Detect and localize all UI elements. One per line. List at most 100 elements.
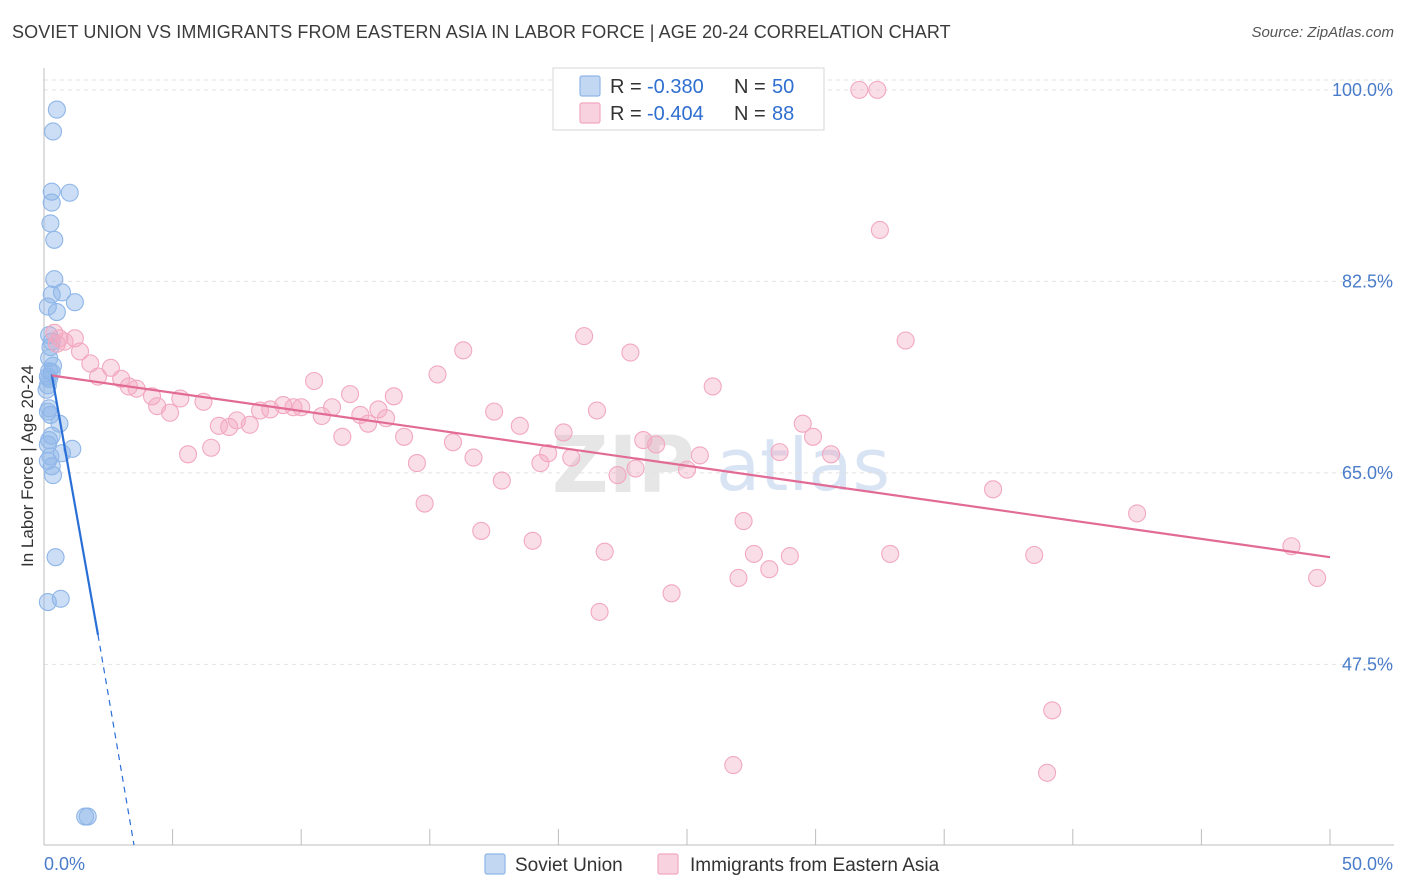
point-eastern-asia [760,560,779,579]
point-eastern-asia [202,438,221,457]
y-tick-label: 65.0% [1342,463,1393,483]
point-soviet-union [60,183,79,202]
point-eastern-asia [492,471,511,490]
point-eastern-asia [554,423,573,442]
tick-labels: 100.0% 82.5% 65.0% 47.5% 0.0% 50.0% [44,80,1393,874]
point-eastern-asia [305,371,324,391]
source-text: Source: ZipAtlas.com [1251,24,1394,41]
watermark-atlas: atlas [716,423,890,507]
stats-r-value-soviet: -0.380 [647,76,704,98]
y-tick-label: 47.5% [1342,654,1393,674]
point-soviet-union [78,807,97,826]
point-eastern-asia [292,398,311,417]
point-eastern-asia [868,80,887,99]
point-eastern-asia [220,417,239,437]
point-eastern-asia [1038,763,1057,782]
point-eastern-asia [595,542,614,561]
point-eastern-asia [178,445,198,464]
stats-box: R = -0.380 N = 50 R = -0.404 N = 88 [552,67,825,131]
x-tick-label: 50.0% [1342,854,1393,874]
stats-n-value-eastern-asia: 88 [772,103,794,125]
point-eastern-asia [703,377,722,396]
trend-lines [50,374,1331,846]
point-eastern-asia [690,446,709,465]
point-soviet-union [63,439,82,458]
point-soviet-union [47,100,66,119]
trend-line-soviet [50,374,100,636]
point-eastern-asia [744,544,763,563]
trend-line-eastern-asia [51,374,1331,559]
point-eastern-asia [454,341,473,360]
point-eastern-asia [881,544,900,563]
point-eastern-asia [729,568,748,588]
point-eastern-asia [160,403,180,422]
point-eastern-asia [523,531,542,550]
chart-title: SOVIET UNION VS IMMIGRANTS FROM EASTERN … [12,22,951,42]
point-eastern-asia [896,331,915,350]
point-eastern-asia [395,427,414,446]
point-eastern-asia [850,80,869,99]
point-eastern-asia [662,584,681,603]
point-eastern-asia [803,427,823,446]
point-eastern-asia [724,756,743,775]
watermark: ZIP atlas [552,421,890,511]
point-eastern-asia [677,460,697,479]
point-eastern-asia [407,454,426,473]
point-eastern-asia [333,427,352,446]
point-soviet-union [42,193,61,212]
point-eastern-asia [510,416,529,435]
point-eastern-asia [647,435,666,454]
point-eastern-asia [443,433,462,452]
point-eastern-asia [1128,504,1147,523]
point-eastern-asia [793,414,812,433]
x-tick-label: 0.0% [44,854,85,874]
point-eastern-asia [472,521,491,540]
point-eastern-asia [870,220,889,240]
point-eastern-asia [780,547,799,566]
point-soviet-union [46,548,65,567]
stats-n-value-soviet: 50 [772,76,794,98]
point-eastern-asia [415,494,434,513]
point-eastern-asia [1025,545,1044,565]
point-soviet-union [47,302,66,322]
stats-r-key-soviet: R = [610,76,642,98]
point-eastern-asia [464,448,483,467]
point-soviet-union [65,293,84,312]
y-tick-label: 82.5% [1342,271,1393,291]
point-eastern-asia [770,443,789,462]
point-eastern-asia [1043,701,1062,720]
axes [43,68,1394,846]
stats-r-value-eastern-asia: -0.404 [647,103,704,125]
point-eastern-asia [384,387,403,406]
point-eastern-asia [428,365,447,384]
point-soviet-union [52,283,72,302]
point-eastern-asia [47,334,66,353]
stats-n-key-soviet: N = [734,76,766,98]
y-tick-label: 100.0% [1332,80,1393,100]
point-eastern-asia [359,414,378,433]
legend-label-eastern-asia: Immigrants from Eastern Asia [690,855,940,876]
point-eastern-asia [562,448,581,467]
legend-swatch-soviet [484,853,506,875]
watermark-zip: ZIP [552,421,695,511]
grid-lines [44,79,1394,665]
stats-n-key-eastern-asia: N = [734,103,766,125]
point-eastern-asia [621,343,640,362]
point-eastern-asia [70,342,90,361]
point-eastern-asia [240,415,259,434]
point-soviet-union [42,182,61,201]
point-eastern-asia [1308,568,1327,588]
point-eastern-asia [539,444,558,463]
point-eastern-asia [575,327,594,346]
point-soviet-union [45,230,64,249]
point-eastern-asia [984,480,1003,499]
point-eastern-asia [485,402,504,421]
point-soviet-union [43,122,63,141]
point-soviet-union [38,402,57,421]
point-eastern-asia [734,512,753,531]
point-eastern-asia [531,454,550,473]
point-eastern-asia [626,459,645,478]
legend-swatch-eastern-asia [657,853,679,875]
point-eastern-asia [112,369,131,388]
legend-label-soviet: Soviet Union [515,855,623,876]
